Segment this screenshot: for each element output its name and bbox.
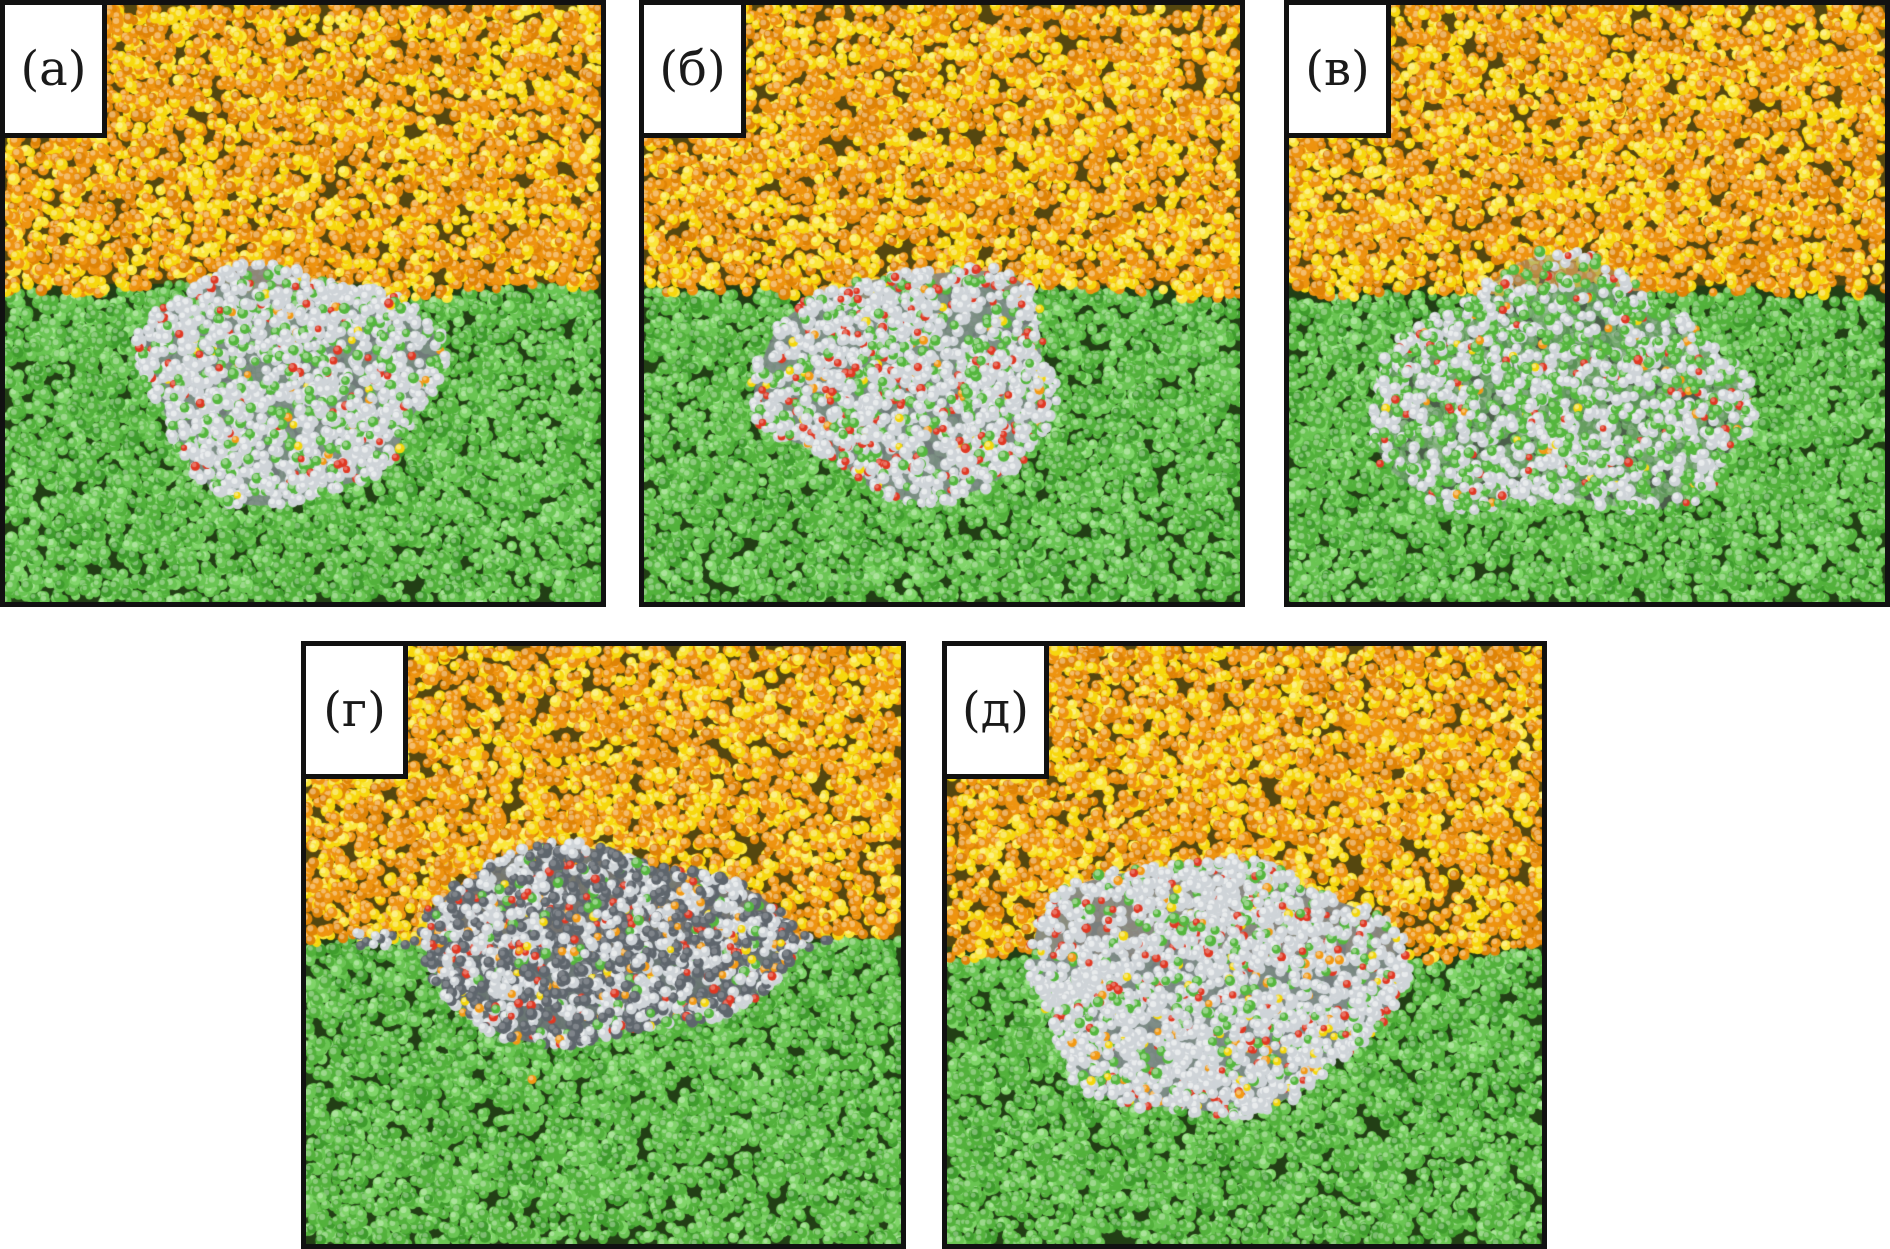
panel-g: (г) (301, 641, 906, 1249)
panel-label-box-g: (г) (306, 646, 408, 779)
panel-label-g: (г) (323, 682, 386, 738)
panel-label-v: (в) (1305, 41, 1370, 97)
panel-b: (б) (639, 0, 1245, 607)
panel-label-box-d: (д) (947, 646, 1049, 779)
panel-label-box-b: (б) (644, 5, 746, 138)
panel-label-box-v: (в) (1289, 5, 1391, 138)
panel-a: (а) (0, 0, 606, 607)
panel-label-a: (а) (20, 41, 87, 97)
panel-d: (д) (942, 641, 1547, 1249)
panel-label-d: (д) (961, 682, 1029, 738)
panel-v: (в) (1284, 0, 1890, 607)
panel-label-box-a: (а) (5, 5, 107, 138)
panel-label-b: (б) (659, 41, 726, 97)
